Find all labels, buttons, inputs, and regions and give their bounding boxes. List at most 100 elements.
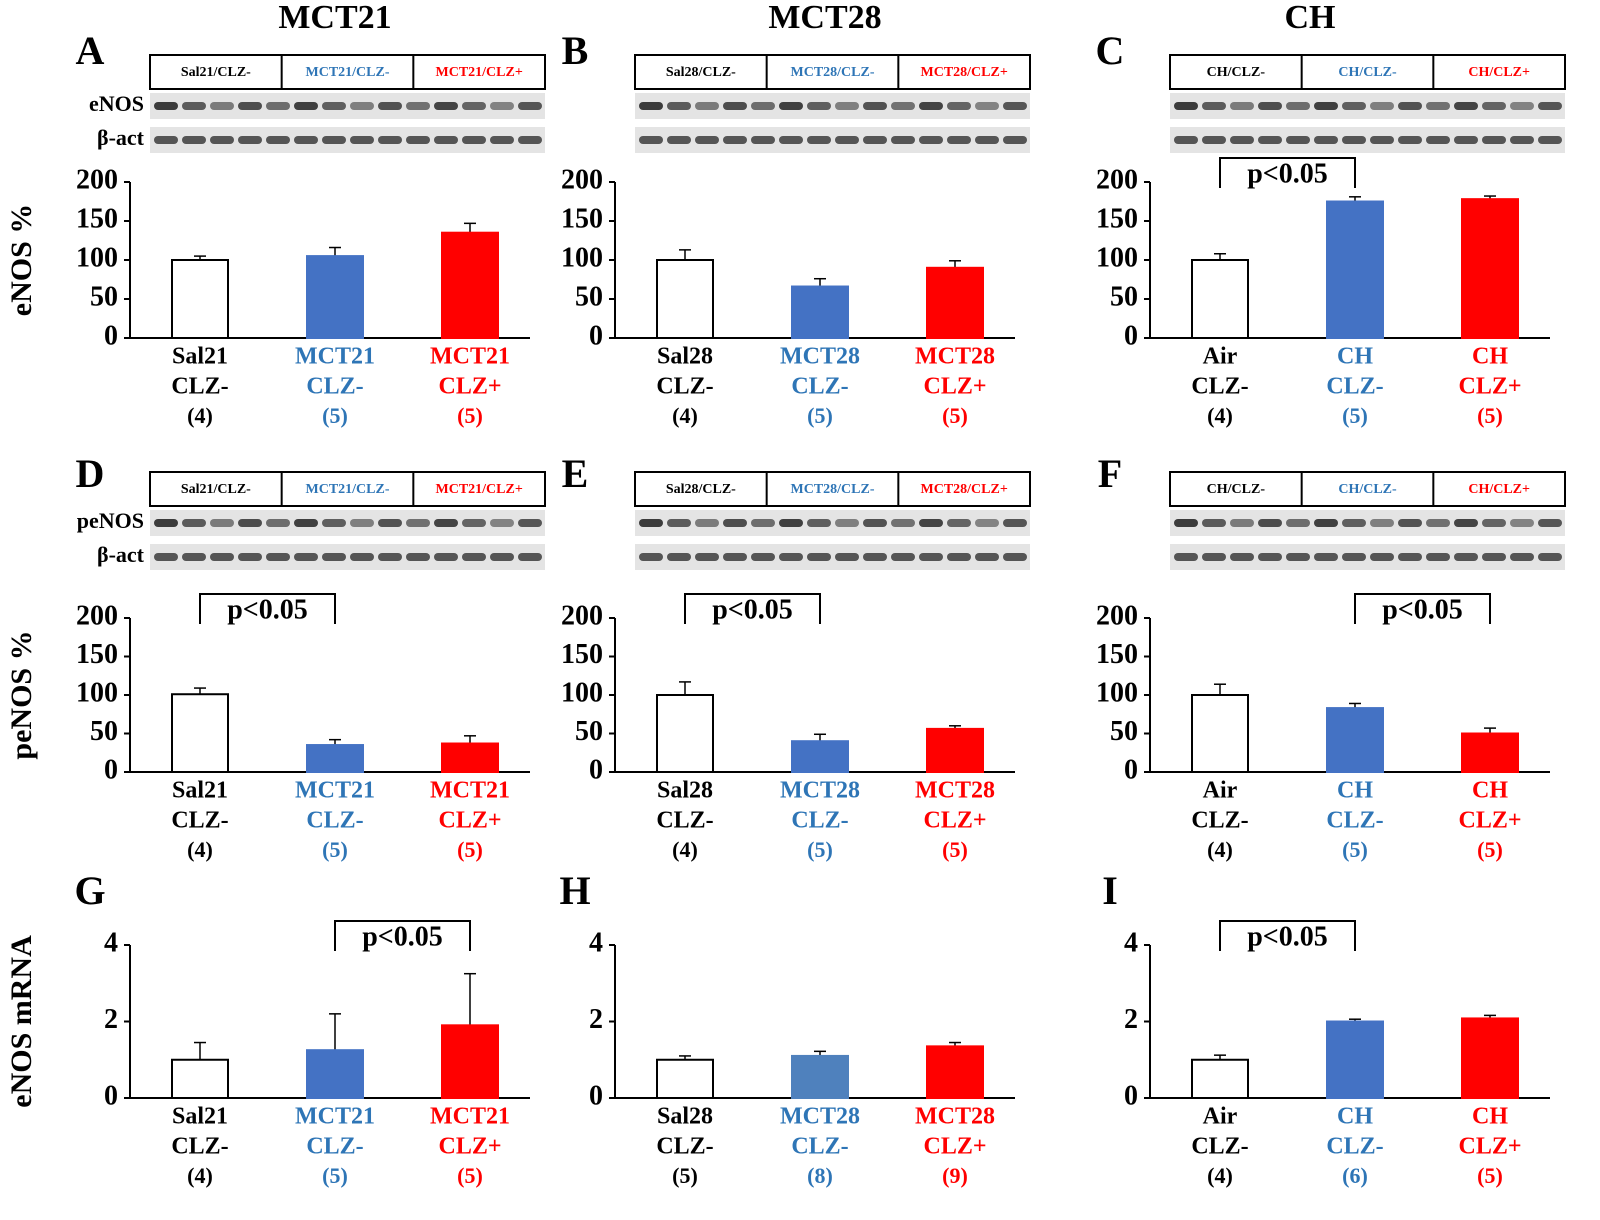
blot-band — [1314, 553, 1338, 561]
blot-label: MCT28/CLZ- — [791, 482, 875, 497]
x-tick-label: Air — [1203, 344, 1238, 370]
bar — [791, 1054, 849, 1100]
blot-band — [807, 519, 831, 527]
blot-band — [1398, 136, 1422, 144]
blot-band — [462, 102, 486, 110]
blot-band — [434, 519, 458, 527]
bar — [1191, 694, 1249, 773]
x-tick-label: MCT21 — [295, 344, 375, 370]
blot-band — [723, 102, 747, 110]
blot-band — [1510, 553, 1534, 561]
y-tick-label: 100 — [561, 677, 603, 708]
blot-band — [1538, 519, 1562, 527]
blot-band — [1538, 553, 1562, 561]
bar — [171, 259, 229, 339]
blot-band — [779, 102, 803, 110]
bar — [926, 266, 984, 339]
blot-band — [210, 553, 234, 561]
x-tick-label: MCT28 — [780, 1104, 860, 1130]
blot-band — [1370, 553, 1394, 561]
blot-band — [807, 553, 831, 561]
x-tick-label: CLZ- — [1191, 1134, 1248, 1160]
x-tick-label: MCT21 — [430, 1104, 510, 1130]
y-tick-label: 2 — [589, 1004, 603, 1035]
x-tick-label: Sal21 — [172, 344, 228, 370]
blot-band — [1003, 136, 1027, 144]
bar — [926, 727, 984, 774]
x-tick-label: MCT21 — [430, 778, 510, 804]
blot-band — [1003, 519, 1027, 527]
blot-band — [1482, 136, 1506, 144]
significance-bracket — [1354, 593, 1491, 624]
blot-band — [322, 136, 346, 144]
x-tick-label: MCT28 — [915, 344, 995, 370]
blot-band — [1342, 102, 1366, 110]
blot-band — [1174, 519, 1198, 527]
x-tick-label: (6) — [1342, 1163, 1368, 1188]
blot-band — [490, 553, 514, 561]
blot-band — [1258, 519, 1282, 527]
blot-row-label: peNOS — [77, 508, 144, 533]
blot-band — [1258, 136, 1282, 144]
blot-band — [1003, 102, 1027, 110]
blot-band — [891, 519, 915, 527]
panel-label: G — [74, 868, 105, 913]
blot-band — [462, 136, 486, 144]
x-tick-label: CLZ+ — [1458, 374, 1521, 400]
column-title: CH — [1285, 0, 1336, 36]
y-tick-label: 50 — [575, 281, 603, 312]
bar — [791, 740, 849, 774]
x-tick-label: CH — [1337, 778, 1373, 804]
y-tick-label: 50 — [90, 716, 118, 747]
x-tick-label: Air — [1203, 778, 1238, 804]
blot-band — [975, 553, 999, 561]
x-tick-label: CLZ- — [1191, 374, 1248, 400]
blot-band — [891, 553, 915, 561]
x-tick-label: (5) — [942, 837, 968, 862]
blot-band — [863, 519, 887, 527]
bar — [171, 693, 229, 773]
blot-band — [1174, 553, 1198, 561]
blot-band — [891, 136, 915, 144]
y-tick-label: 200 — [561, 164, 603, 195]
blot-label: CH/CLZ- — [1207, 482, 1266, 497]
x-tick-label: CLZ- — [1326, 374, 1383, 400]
significance-bracket — [1219, 157, 1356, 188]
x-tick-label: (5) — [457, 1163, 483, 1188]
bar — [1461, 198, 1519, 339]
panel-label: E — [562, 451, 589, 496]
y-tick-label: 50 — [1110, 281, 1138, 312]
blot-band — [1258, 553, 1282, 561]
blot-band — [406, 102, 430, 110]
blot-band — [667, 553, 691, 561]
blot-band — [1370, 102, 1394, 110]
blot-band — [947, 553, 971, 561]
significance-bracket — [1219, 920, 1356, 951]
blot-band — [238, 519, 262, 527]
x-tick-label: MCT28 — [780, 778, 860, 804]
x-tick-label: Air — [1203, 1104, 1238, 1130]
blot-band — [695, 102, 719, 110]
y-tick-label: 0 — [589, 754, 603, 785]
bar — [306, 744, 364, 773]
x-tick-label: CLZ- — [656, 374, 713, 400]
blot-band — [210, 102, 234, 110]
significance-label: p<0.05 — [1382, 594, 1463, 625]
x-tick-label: (5) — [457, 837, 483, 862]
x-tick-label: CLZ- — [791, 1134, 848, 1160]
blot-band — [779, 136, 803, 144]
y-tick-label: 100 — [1096, 242, 1138, 273]
x-tick-label: CLZ- — [791, 808, 848, 834]
blot-label-box — [634, 54, 1031, 90]
blot-band — [1510, 136, 1534, 144]
blot-band — [238, 102, 262, 110]
x-tick-label: (5) — [672, 1163, 698, 1188]
x-tick-label: (4) — [187, 1163, 213, 1188]
blot-band — [751, 102, 775, 110]
blot-band — [1454, 102, 1478, 110]
panel-label: F — [1098, 451, 1122, 496]
significance-label: p<0.05 — [1247, 158, 1328, 189]
blot-band — [154, 519, 178, 527]
blot-band — [919, 102, 943, 110]
blot-band — [835, 553, 859, 561]
